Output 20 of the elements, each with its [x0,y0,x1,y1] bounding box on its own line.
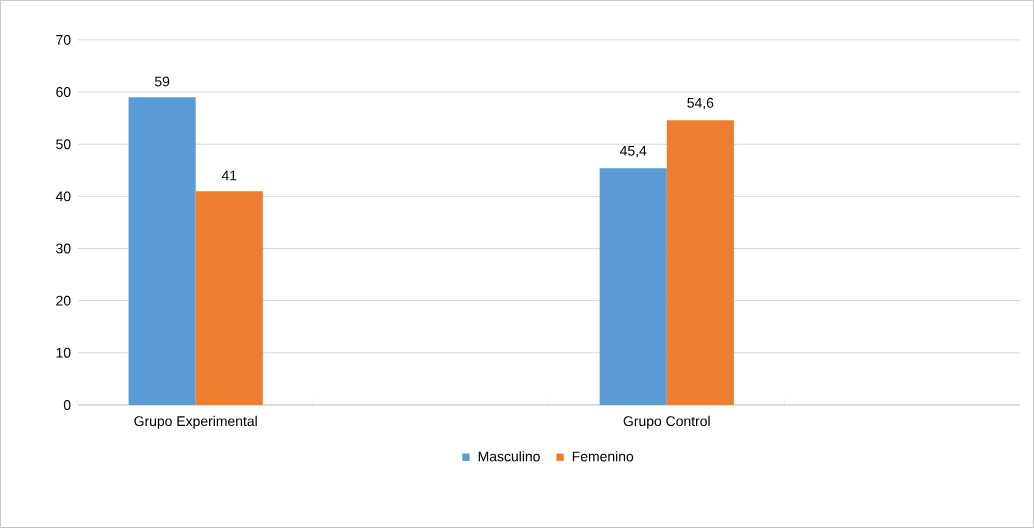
x-tick-label: Grupo Control [623,415,710,429]
bar [128,97,196,406]
y-tick-label: 20 [56,295,71,306]
legend-label: Masculino [478,451,540,462]
bar [195,191,263,406]
data-label: 45,4 [619,146,647,158]
y-tick-label: 60 [56,87,71,98]
y-tick-label: 30 [56,243,71,254]
data-label: 54,6 [687,97,714,110]
y-tick-label: 0 [63,400,71,410]
y-tick-label: 10 [56,347,71,358]
y-tick-label: 40 [55,191,71,202]
bar [599,168,667,406]
bar [666,120,734,406]
x-tick-label: Grupo Experimental [134,415,257,429]
data-label: 59 [154,76,170,87]
legend-label: Femenino [572,451,634,462]
data-label: 41 [221,170,237,181]
y-tick-label: 70 [56,35,71,45]
y-tick-label: 50 [56,139,71,150]
